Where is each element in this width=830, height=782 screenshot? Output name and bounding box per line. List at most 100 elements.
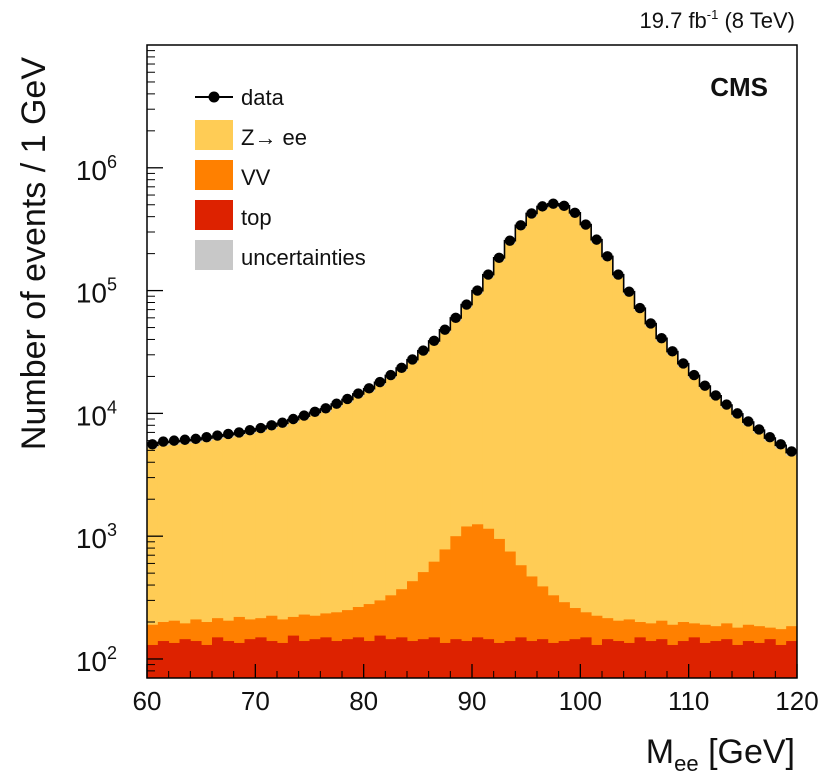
top-bar bbox=[580, 637, 592, 678]
data-point bbox=[699, 380, 711, 391]
legend-swatch bbox=[195, 240, 233, 270]
legend-data-marker bbox=[208, 91, 220, 103]
data-point bbox=[363, 383, 375, 394]
vv-bar bbox=[450, 536, 462, 678]
data-point bbox=[526, 208, 537, 219]
top-bar bbox=[309, 639, 321, 678]
top-bar bbox=[753, 642, 765, 678]
y-tick-label: 103 bbox=[76, 520, 117, 554]
z-ee-bar bbox=[396, 368, 408, 678]
data-point bbox=[450, 312, 461, 324]
top-bar bbox=[504, 641, 516, 678]
data-point bbox=[775, 439, 786, 450]
top-bar bbox=[222, 641, 235, 678]
z-ee-bar bbox=[450, 317, 462, 678]
top-bar bbox=[656, 639, 668, 678]
total-mc-line bbox=[147, 202, 797, 454]
data-point bbox=[569, 207, 581, 219]
data-point bbox=[753, 424, 765, 435]
x-tick-label: 90 bbox=[458, 686, 487, 716]
data-point bbox=[298, 410, 310, 421]
data-point bbox=[493, 252, 505, 263]
z-ee-bar bbox=[320, 408, 332, 678]
z-ee-bar bbox=[753, 430, 765, 678]
z-ee-bar bbox=[645, 323, 657, 678]
z-ee-bar bbox=[244, 430, 256, 678]
data-point bbox=[580, 219, 591, 230]
legend: data Z→ ee VV top uncertainties bbox=[195, 85, 366, 270]
top-bar bbox=[331, 641, 343, 678]
y-tick-label: 105 bbox=[76, 275, 117, 309]
z-ee-bar bbox=[558, 205, 570, 678]
top-bar bbox=[352, 637, 365, 678]
top-bar bbox=[775, 644, 787, 678]
top-bar bbox=[342, 639, 354, 678]
y-axis-title: Number of events / 1 GeV bbox=[15, 57, 53, 450]
data-point bbox=[385, 369, 396, 381]
top-bar bbox=[547, 642, 560, 678]
top-bar bbox=[255, 637, 267, 678]
top-bar bbox=[786, 641, 798, 678]
data-point bbox=[374, 376, 386, 388]
z-ee-bar bbox=[526, 213, 538, 678]
z-ee-bar bbox=[721, 405, 733, 678]
top-bar bbox=[147, 644, 159, 678]
z-ee-bar bbox=[515, 225, 527, 679]
z-ee-bar bbox=[504, 240, 516, 679]
experiment-label: CMS bbox=[710, 72, 768, 102]
vv-bar bbox=[504, 551, 516, 678]
top-bar bbox=[201, 644, 213, 678]
vv-bar bbox=[407, 581, 419, 678]
top-bar bbox=[363, 641, 375, 678]
top-bar bbox=[602, 639, 614, 678]
top-bar bbox=[472, 637, 484, 678]
top-bar bbox=[591, 644, 603, 678]
vv-bar bbox=[385, 595, 397, 678]
x-axis-title: Mee [GeV] bbox=[646, 733, 795, 776]
vv-bar bbox=[537, 586, 549, 678]
z-ee-bar bbox=[428, 340, 440, 678]
top-bar bbox=[732, 644, 744, 678]
data-point bbox=[244, 424, 256, 436]
z-ee-bar bbox=[222, 434, 235, 678]
data-point bbox=[288, 413, 299, 425]
z-ee-bar bbox=[710, 395, 722, 678]
top-bar bbox=[233, 642, 245, 678]
mc-total-line bbox=[147, 202, 797, 454]
data-point bbox=[212, 430, 223, 441]
top-bar bbox=[287, 635, 300, 678]
top-bar bbox=[742, 641, 755, 678]
data-point bbox=[428, 335, 440, 347]
vv-bar bbox=[558, 602, 570, 678]
z-ee-bar bbox=[168, 441, 180, 678]
data-point bbox=[320, 403, 331, 414]
vv-bar bbox=[482, 528, 495, 678]
z-ee-bar bbox=[667, 351, 679, 678]
top-bar bbox=[558, 641, 570, 678]
vv-bar bbox=[396, 589, 408, 678]
z-ee-bar bbox=[277, 423, 289, 678]
z-ee-bar bbox=[147, 445, 159, 678]
top-bar bbox=[667, 644, 679, 678]
data-point bbox=[656, 332, 667, 344]
z-ee-bar bbox=[287, 419, 300, 678]
data-point bbox=[558, 200, 570, 212]
z-ee-bar bbox=[591, 239, 603, 678]
z-ee-bar bbox=[212, 436, 224, 678]
data-point bbox=[483, 269, 494, 280]
z-ee-bar bbox=[363, 388, 375, 678]
top-histogram bbox=[147, 635, 798, 678]
top-bar bbox=[212, 637, 224, 678]
z-ee-bar bbox=[775, 445, 787, 678]
z-ee-bar bbox=[634, 308, 646, 678]
data-point bbox=[613, 269, 624, 280]
z-ee-bar bbox=[472, 290, 484, 678]
top-bar bbox=[612, 641, 625, 678]
legend-label: data bbox=[241, 85, 285, 110]
data-point bbox=[623, 286, 635, 297]
data-point bbox=[710, 390, 721, 401]
data-point bbox=[396, 362, 407, 374]
top-bar bbox=[179, 639, 191, 678]
data-point bbox=[678, 358, 689, 369]
